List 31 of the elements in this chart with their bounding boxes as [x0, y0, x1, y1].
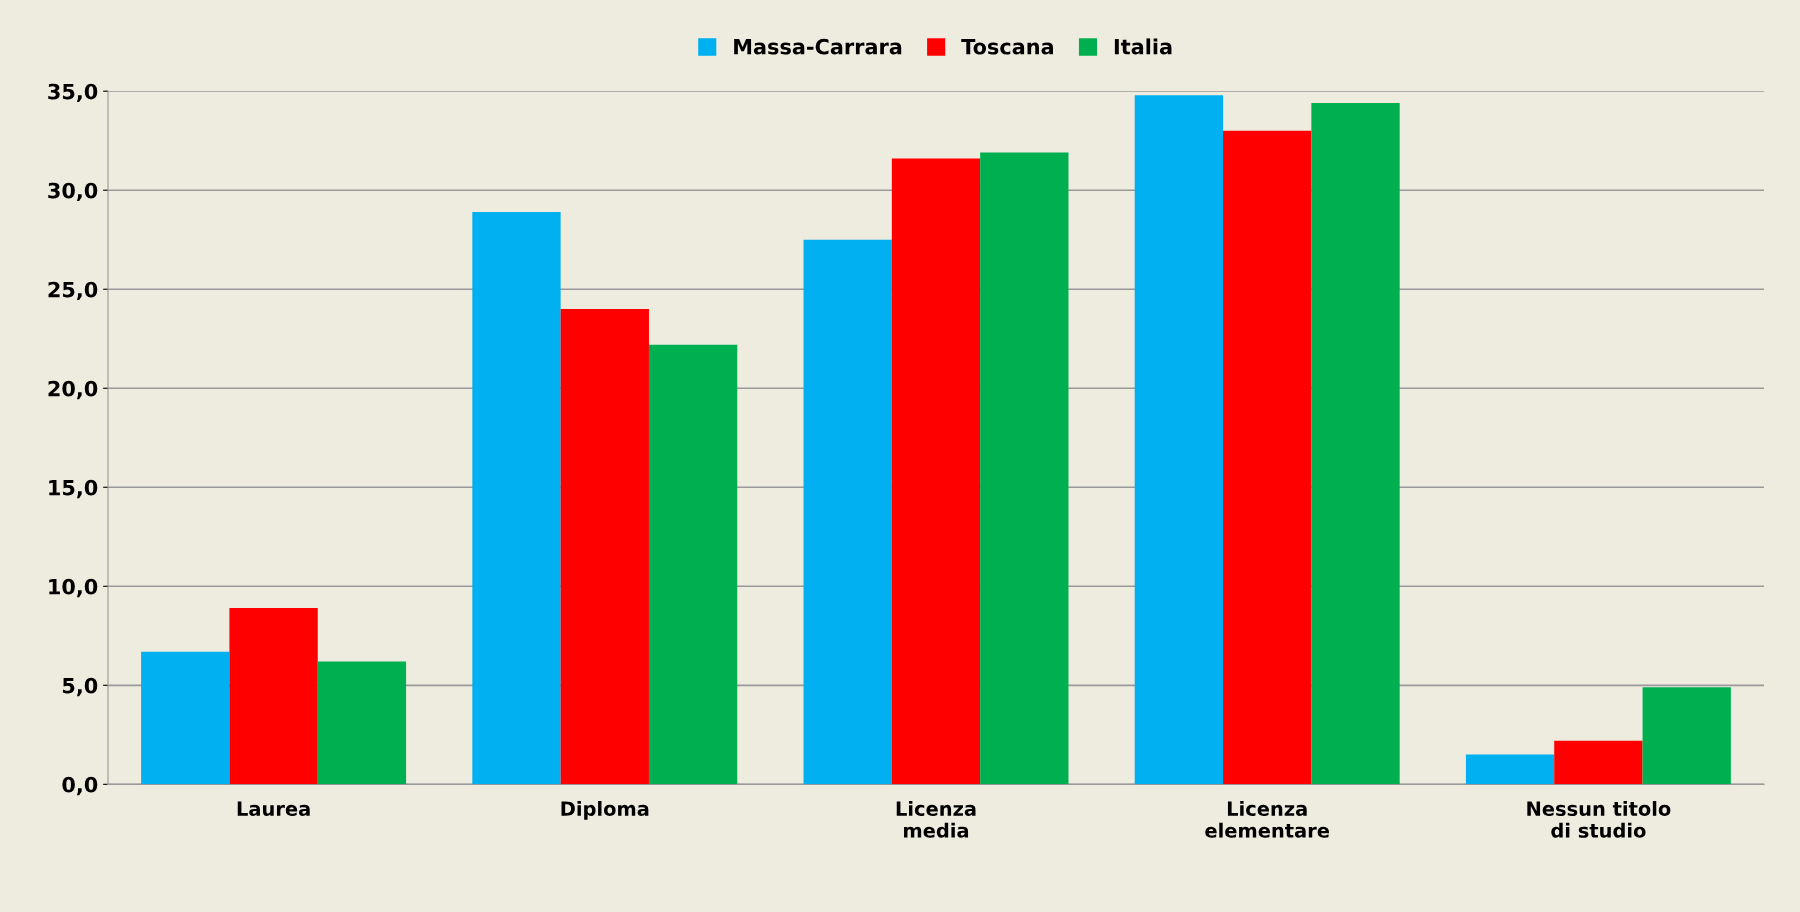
bar: [141, 651, 230, 785]
legend-label: Italia: [1114, 38, 1172, 55]
bar: [560, 309, 649, 785]
legend-label: Massa-Carrara: [734, 38, 902, 55]
bar: [803, 239, 892, 785]
bar: [317, 661, 407, 785]
bar: [891, 158, 981, 785]
y-tick-label: 5,0: [62, 677, 98, 697]
bar: [648, 344, 738, 785]
y-tick-label: 35,0: [48, 83, 98, 103]
legend-label: Toscana: [961, 39, 1053, 55]
bar: [472, 212, 561, 785]
bar: [1642, 687, 1731, 785]
y-tick-label: 20,0: [48, 380, 98, 400]
x-tick-label: Laurea: [237, 801, 310, 817]
y-tick-label: 10,0: [49, 578, 98, 598]
bar: [1311, 103, 1400, 785]
bar: [1223, 130, 1312, 785]
y-tick-label: 15,0: [49, 479, 98, 499]
y-tick-label: 25,0: [48, 281, 98, 301]
bar: [229, 608, 318, 785]
x-tick-label: Diploma: [561, 800, 649, 820]
y-tick-label: 30,0: [48, 182, 98, 202]
bar: [1465, 754, 1555, 785]
x-tick-label: Nessun titolo di studio: [1527, 800, 1671, 838]
bar: [1554, 740, 1643, 785]
x-tick-label: Licenza media: [896, 800, 976, 838]
bar: [1134, 95, 1224, 785]
bar: [980, 152, 1069, 785]
y-tick-label: 0,0: [62, 776, 98, 796]
x-tick-label: Licenza elementare: [1205, 800, 1330, 838]
